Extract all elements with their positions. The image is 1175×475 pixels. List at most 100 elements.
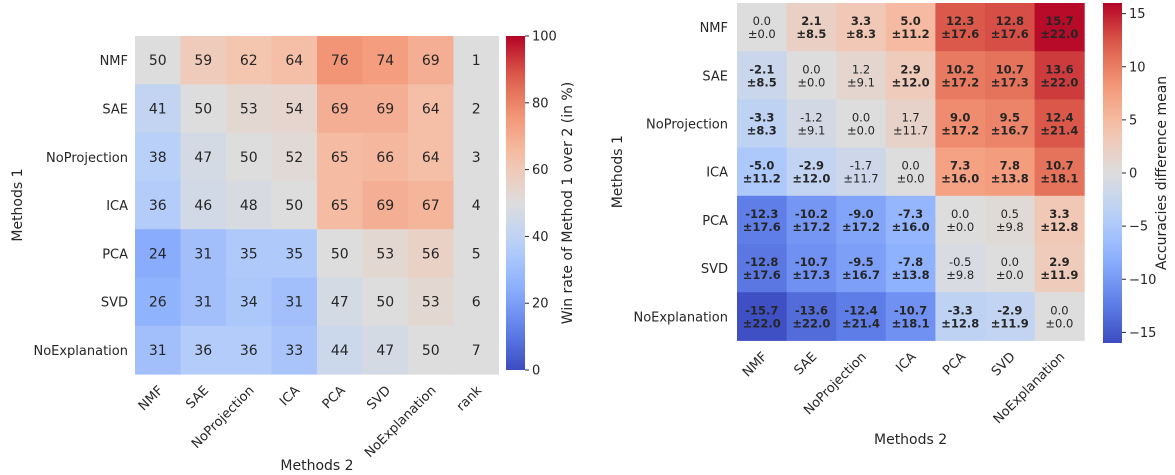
heatmap-cell xyxy=(135,325,181,375)
heatmap-cell xyxy=(737,51,788,100)
heatmap-cell xyxy=(226,277,272,327)
colorbar xyxy=(506,36,525,370)
heatmap-cell xyxy=(786,147,837,197)
heatmap-cell xyxy=(226,325,272,375)
cell-mean-label: 9.0 xyxy=(950,111,970,125)
cell-std-label: ±17.6 xyxy=(941,27,979,41)
heatmap-cell xyxy=(317,36,363,85)
heatmap-cell xyxy=(935,99,986,149)
cell-value-label: 46 xyxy=(194,198,212,214)
colorbar-tick-label: 0 xyxy=(532,364,540,379)
cell-std-label: ±0.0 xyxy=(946,220,974,234)
cell-value-label: 33 xyxy=(285,343,303,359)
heatmap-cell xyxy=(737,3,788,52)
heatmap-cell xyxy=(836,244,887,293)
cell-std-label: ±11.2 xyxy=(743,172,781,186)
cell-mean-label: -1.7 xyxy=(850,159,872,173)
cell-value-label: 50 xyxy=(285,198,303,214)
colorbar-tick-label: −10 xyxy=(1129,273,1156,288)
heatmap-cell xyxy=(836,292,887,341)
x-tick-label: SAE xyxy=(792,350,821,379)
cell-value-label: 64 xyxy=(422,150,440,166)
heatmap-cell xyxy=(1034,99,1085,149)
cell-value-label: 24 xyxy=(149,246,167,262)
cell-std-label: ±16.7 xyxy=(991,124,1029,138)
cell-mean-label: 0.0 xyxy=(753,14,771,28)
colorbar-label: Win rate of Method 1 over 2 (in %) xyxy=(560,82,576,324)
y-tick-label: SVD xyxy=(101,296,128,311)
rank-value-label: 6 xyxy=(472,295,481,311)
x-axis-label: Methods 2 xyxy=(874,432,947,448)
cell-std-label: ±17.2 xyxy=(941,124,979,138)
cell-mean-label: -10.2 xyxy=(795,207,828,221)
cell-value-label: 74 xyxy=(376,53,394,69)
y-tick-label: SAE xyxy=(702,69,728,84)
heatmap-cell xyxy=(408,84,454,134)
cell-mean-label: 0.5 xyxy=(1001,207,1019,221)
cell-std-label: ±11.9 xyxy=(1040,268,1078,282)
cell-mean-label: 12.8 xyxy=(996,14,1024,28)
cell-mean-label: 12.4 xyxy=(1045,111,1073,125)
y-tick-label: NMF xyxy=(100,54,128,69)
cell-std-label: ±21.4 xyxy=(1040,124,1078,138)
cell-value-label: 47 xyxy=(331,295,349,311)
heatmap-cell xyxy=(408,132,454,182)
cell-mean-label: 0.0 xyxy=(1050,303,1068,317)
cell-value-label: 36 xyxy=(240,343,258,359)
x-tick-label: rank xyxy=(454,383,486,415)
cell-std-label: ±22.0 xyxy=(743,316,781,330)
heatmap-cell xyxy=(985,244,1036,293)
y-axis-label: Methods 1 xyxy=(10,168,26,241)
heatmap-cell xyxy=(885,3,936,52)
heatmap-cell xyxy=(836,99,887,149)
cell-mean-label: -2.9 xyxy=(799,159,824,173)
heatmap-cell xyxy=(737,147,788,197)
colorbar-tick-label: −15 xyxy=(1129,326,1156,341)
colorbar-label: Accuracies difference mean xyxy=(1154,76,1170,270)
colorbar-tick-label: 80 xyxy=(532,96,549,111)
cell-std-label: ±8.5 xyxy=(747,75,777,89)
cell-value-label: 44 xyxy=(331,343,349,359)
cell-mean-label: 2.9 xyxy=(1049,255,1069,269)
cell-mean-label: -9.0 xyxy=(848,207,873,221)
cell-std-label: ±12.8 xyxy=(941,316,979,330)
heatmap-cell xyxy=(885,244,936,293)
cell-value-label: 66 xyxy=(376,150,394,166)
heatmap-cell xyxy=(362,277,409,327)
cell-mean-label: -12.4 xyxy=(844,303,877,317)
heatmap-cell xyxy=(836,51,887,100)
cell-value-label: 36 xyxy=(194,343,212,359)
heatmap-cell xyxy=(362,36,409,85)
cell-std-label: ±16.0 xyxy=(941,172,979,186)
cell-value-label: 31 xyxy=(149,343,167,359)
cell-value-label: 69 xyxy=(376,101,394,117)
heatmap-cell xyxy=(985,99,1036,149)
colorbar-tick-label: 100 xyxy=(532,30,557,45)
heatmap-cell xyxy=(362,180,409,230)
cell-std-label: ±13.8 xyxy=(892,268,930,282)
rank-cell xyxy=(453,229,499,278)
cell-mean-label: 3.3 xyxy=(1049,207,1069,221)
cell-std-label: ±22.0 xyxy=(1040,27,1078,41)
rank-cell xyxy=(453,180,499,230)
x-tick-label: NMF xyxy=(136,383,167,414)
cell-value-label: 67 xyxy=(422,198,440,214)
cell-std-label: ±0.0 xyxy=(1045,316,1073,330)
cell-std-label: ±8.5 xyxy=(796,27,826,41)
cell-mean-label: -10.7 xyxy=(795,255,828,269)
cell-value-label: 50 xyxy=(194,101,212,117)
heatmap-cell xyxy=(786,3,837,52)
heatmap-cell xyxy=(408,180,454,230)
cell-value-label: 26 xyxy=(149,295,167,311)
cell-std-label: ±9.8 xyxy=(996,220,1024,234)
heatmap-cell xyxy=(317,325,363,375)
heatmap-cell xyxy=(885,99,936,149)
cell-value-label: 36 xyxy=(149,198,167,214)
cell-value-label: 38 xyxy=(149,150,167,166)
y-tick-label: SAE xyxy=(102,102,128,117)
heatmap-cell xyxy=(180,84,227,134)
heatmap-cell xyxy=(935,51,986,100)
cell-value-label: 65 xyxy=(331,150,349,166)
cell-mean-label: 0.0 xyxy=(852,111,870,125)
